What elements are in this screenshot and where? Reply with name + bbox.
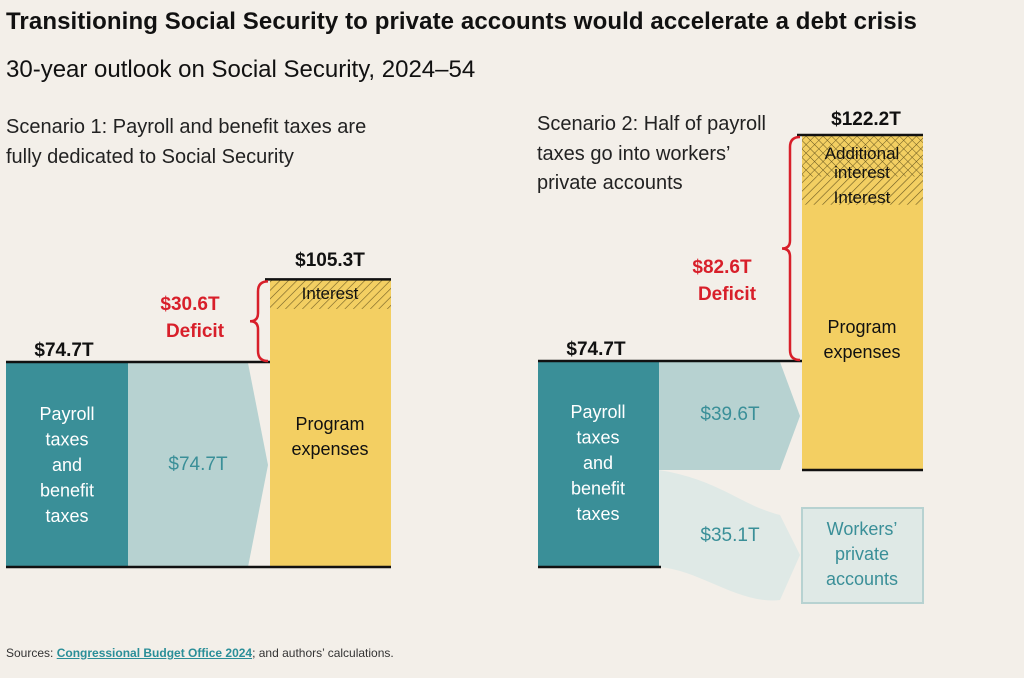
- payroll-label-0: Payroll: [39, 404, 94, 424]
- revenue-value-label: $74.7T: [566, 339, 626, 360]
- private-accounts-box: [801, 507, 924, 604]
- deficit-brace: [249, 280, 269, 363]
- payroll-label-1: taxes: [45, 430, 88, 450]
- source-suffix: ; and authors’ calculations.: [252, 646, 394, 660]
- additional-interest-label-0: Additional: [825, 144, 900, 163]
- total-value-label: $105.3T: [295, 250, 365, 271]
- program-label-1: expenses: [823, 342, 900, 362]
- payroll-label-3: benefit: [40, 481, 94, 501]
- deficit-value-label: $30.6T: [160, 294, 220, 315]
- payroll-bar: [6, 363, 128, 567]
- flow-value-label-private: $35.1T: [700, 525, 760, 546]
- flow-arrow: [128, 363, 268, 567]
- source-link[interactable]: Congressional Budget Office 2024: [56, 646, 253, 660]
- private-accounts-label-0: Workers’: [827, 519, 898, 539]
- deficit-label: Deficit: [166, 321, 225, 342]
- source-prefix: Sources:: [6, 646, 57, 660]
- scenario-1-label: Scenario 1: Payroll and benefit taxes ar…: [6, 116, 367, 168]
- payroll-label-2: and: [52, 455, 82, 475]
- private-accounts-label-2: accounts: [826, 569, 898, 589]
- total-value-label: $122.2T: [831, 109, 901, 130]
- private-accounts-label-1: private: [835, 544, 889, 564]
- interest-label: Interest: [834, 188, 891, 207]
- flow-arrow-program: [659, 362, 800, 470]
- deficit-brace: [781, 135, 801, 362]
- scenario-2-label: Scenario 2: Half of payroll taxes go int…: [537, 113, 767, 194]
- payroll-label-2: and: [583, 453, 613, 473]
- revenue-value-label: $74.7T: [34, 340, 94, 361]
- flow-arrow-private: [659, 470, 800, 601]
- chart-title: Transitioning Social Security to private…: [6, 8, 917, 35]
- interest-label: Interest: [302, 284, 359, 303]
- additional-interest-label-1: interest: [834, 163, 890, 182]
- payroll-label-4: taxes: [576, 504, 619, 524]
- deficit-value-label: $82.6T: [692, 257, 752, 278]
- program-label-0: Program: [827, 317, 896, 337]
- payroll-label-4: taxes: [45, 506, 88, 526]
- flow-value-label-program: $39.6T: [700, 404, 760, 425]
- additional-interest-segment: [802, 135, 923, 177]
- chart-subtitle: 30-year outlook on Social Security, 2024…: [6, 56, 476, 83]
- deficit-label: Deficit: [698, 284, 757, 305]
- payroll-bar: [538, 362, 659, 567]
- program-label-0: Program: [295, 414, 364, 434]
- flow-value-label: $74.7T: [168, 454, 228, 475]
- program-label-1: expenses: [291, 439, 368, 459]
- payroll-label-0: Payroll: [570, 402, 625, 422]
- program-bar: [270, 279, 391, 567]
- payroll-label-3: benefit: [571, 479, 625, 499]
- payroll-label-1: taxes: [576, 428, 619, 448]
- source-note: Sources: Congressional Budget Office 202…: [6, 646, 394, 660]
- interest-segment: [802, 176, 923, 205]
- interest-segment: [270, 279, 391, 309]
